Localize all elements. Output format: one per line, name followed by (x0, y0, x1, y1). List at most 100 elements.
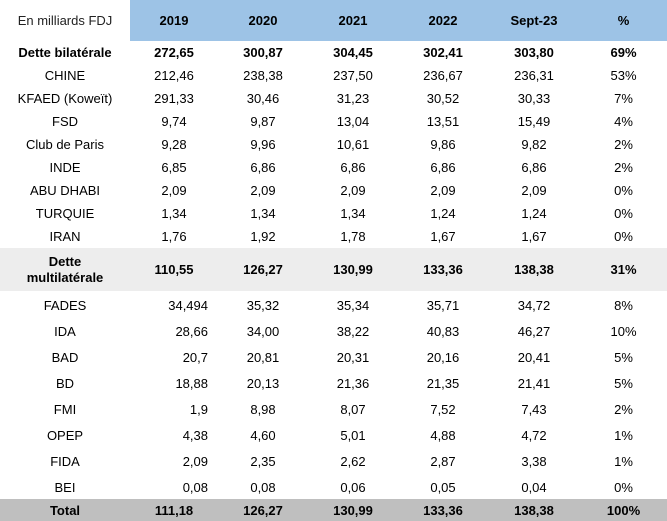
row-label-line2: multilatérale (26, 269, 104, 285)
cell-value: 34,494 (168, 298, 208, 313)
cell-value: 53% (610, 68, 637, 83)
total-row: Total 111,18 126,27 130,99 133,36 138,38… (0, 499, 667, 521)
header-col-2022: 2022 (398, 0, 488, 41)
cell-value: 9,87 (250, 114, 276, 129)
cell-value: 4,88 (430, 428, 456, 443)
cell-value: 6,86 (250, 160, 276, 175)
cell-value: 0,05 (430, 480, 456, 495)
table-row: BAD 20,7 20,81 20,31 20,16 20,41 5% (0, 343, 667, 369)
cell-value: 2,35 (250, 454, 276, 469)
cell-value: 31% (580, 248, 667, 291)
cell-value: 35,71 (426, 298, 460, 313)
cell-value: 138,38 (488, 248, 580, 291)
cell-value: 0,06 (340, 480, 366, 495)
cell-value: 110,55 (130, 248, 218, 291)
cell-value: 300,87 (243, 45, 283, 60)
cell-value: 133,36 (398, 499, 488, 521)
row-label: INDE (49, 160, 81, 175)
cell-value: 20,41 (517, 350, 551, 365)
row-label: BD (55, 376, 75, 391)
cell-value: 15,49 (517, 114, 551, 129)
cell-value: 2,09 (250, 183, 276, 198)
cell-value: 8% (614, 298, 633, 313)
table-row: CHINE 212,46 238,38 237,50 236,67 236,31… (0, 64, 667, 87)
cell-value: 21,35 (426, 376, 460, 391)
row-label: Dette multilatérale (0, 248, 130, 291)
header-col-sept23: Sept-23 (488, 0, 580, 41)
row-label: Club de Paris (25, 137, 105, 152)
row-label: BAD (51, 350, 79, 365)
table-row: FSD 9,74 9,87 13,04 13,51 15,49 4% (0, 110, 667, 133)
cell-value: 138,38 (488, 499, 580, 521)
cell-value: 237,50 (333, 68, 373, 83)
cell-value: 0% (614, 183, 633, 198)
cell-value: 34,00 (246, 324, 280, 339)
table-row: KFAED (Koweït) 291,33 30,46 31,23 30,52 … (0, 87, 667, 110)
cell-value: 34,72 (517, 298, 551, 313)
cell-value: 31,23 (336, 91, 370, 106)
cell-value: 291,33 (154, 91, 194, 106)
cell-value: 1,9 (189, 402, 208, 417)
cell-value: 2,62 (340, 454, 366, 469)
cell-value: 21,36 (336, 376, 370, 391)
cell-value: 238,38 (243, 68, 283, 83)
cell-value: 0,04 (521, 480, 547, 495)
row-label: KFAED (Koweït) (17, 91, 113, 106)
cell-value: 4,60 (250, 428, 276, 443)
table-row: IRAN 1,76 1,92 1,78 1,67 1,67 0% (0, 225, 667, 248)
cell-value: 20,16 (426, 350, 460, 365)
cell-value: 4% (614, 114, 633, 129)
cell-value: 46,27 (517, 324, 551, 339)
cell-value: 0,08 (182, 480, 208, 495)
cell-value: 5% (614, 350, 633, 365)
cell-value: 20,81 (246, 350, 280, 365)
row-label-line1: Dette (48, 253, 82, 269)
cell-value: 4,72 (521, 428, 547, 443)
cell-value: 2% (614, 137, 633, 152)
cell-value: 2,09 (521, 183, 547, 198)
cell-value: 13,51 (426, 114, 460, 129)
row-label: FIDA (50, 454, 80, 469)
row-label: BEI (54, 480, 76, 495)
cell-value: 2% (614, 160, 633, 175)
cell-value: 1,34 (161, 206, 187, 221)
table-row: Club de Paris 9,28 9,96 10,61 9,86 9,82 … (0, 133, 667, 156)
cell-value: 28,66 (175, 324, 208, 339)
cell-value: 2,09 (161, 183, 187, 198)
cell-value: 2,09 (430, 183, 456, 198)
cell-value: 1,34 (250, 206, 276, 221)
table-row: BEI 0,08 0,08 0,06 0,05 0,04 0% (0, 473, 667, 499)
cell-value: 8,07 (340, 402, 366, 417)
cell-value: 69% (610, 45, 637, 60)
row-label: CHINE (44, 68, 86, 83)
cell-value: 13,04 (336, 114, 370, 129)
cell-value: 0% (614, 206, 633, 221)
cell-value: 20,13 (246, 376, 280, 391)
cell-value: 35,34 (336, 298, 370, 313)
cell-value: 1,92 (250, 229, 276, 244)
table-row: BD 18,88 20,13 21,36 21,35 21,41 5% (0, 369, 667, 395)
cell-value: 5% (614, 376, 633, 391)
row-label: IDA (54, 324, 76, 339)
cell-value: 236,31 (514, 68, 554, 83)
cell-value: 130,99 (308, 499, 398, 521)
header-col-2020: 2020 (218, 0, 308, 41)
row-label: IRAN (49, 229, 81, 244)
cell-value: 212,46 (154, 68, 194, 83)
row-label: Dette bilatérale (18, 45, 112, 60)
cell-value: 7% (614, 91, 633, 106)
cell-value: 35,32 (246, 298, 280, 313)
header-col-percent: % (580, 0, 667, 41)
cell-value: 0% (614, 480, 633, 495)
cell-value: 10% (610, 324, 637, 339)
cell-value: 30,33 (517, 91, 551, 106)
cell-value: 303,80 (514, 45, 554, 60)
row-label: OPEP (46, 428, 84, 443)
cell-value: 20,7 (182, 350, 208, 365)
multilateral-total-row: Dette multilatérale 110,55 126,27 130,99… (0, 248, 667, 291)
cell-value: 2% (614, 402, 633, 417)
table-row: FMI 1,9 8,98 8,07 7,52 7,43 2% (0, 395, 667, 421)
cell-value: 1% (614, 428, 633, 443)
cell-value: 7,52 (430, 402, 456, 417)
cell-value: 9,96 (250, 137, 276, 152)
